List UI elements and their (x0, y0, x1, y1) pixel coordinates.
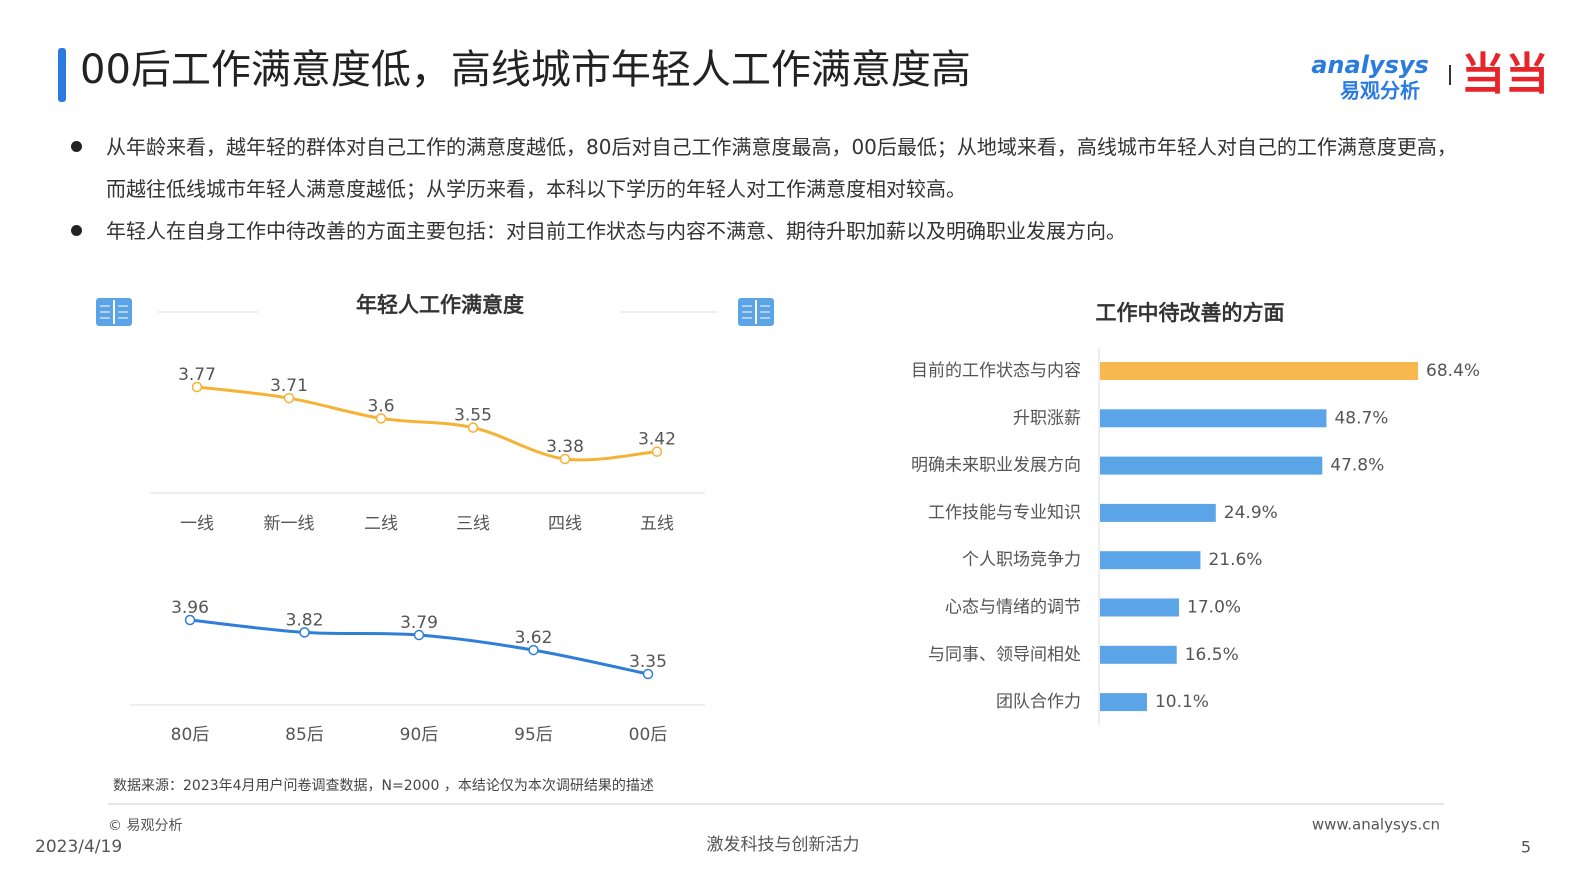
bar (1100, 645, 1177, 664)
data-label: 3.79 (400, 613, 438, 633)
x-tick-label: 95后 (514, 725, 553, 745)
logo-brand: analysys (1311, 51, 1429, 79)
point (413, 629, 425, 641)
data-label: 21.6% (1208, 550, 1262, 570)
book-icon (738, 298, 774, 326)
point (184, 614, 196, 626)
data-label: 10.1% (1155, 692, 1209, 712)
bar (1100, 551, 1201, 570)
site-url: www.analysys.cn (1312, 816, 1440, 834)
x-tick-label: 二线 (364, 514, 398, 534)
logo-partner: 当当 (1461, 49, 1549, 100)
point (375, 413, 387, 424)
bar (1100, 456, 1323, 475)
series-line (196, 385, 658, 462)
slogan: 激发科技与创新活力 (707, 835, 860, 855)
category-label: 团队合作力 (996, 692, 1081, 712)
page-number: 5 (1521, 838, 1531, 857)
date: 2023/4/19 (35, 837, 122, 857)
x-tick-label: 85后 (285, 725, 324, 745)
data-label: 3.35 (629, 652, 667, 672)
point (283, 392, 295, 404)
point (528, 644, 539, 656)
data-label: 3.71 (270, 376, 308, 396)
category-label: 与同事、领导间相处 (928, 645, 1081, 665)
x-tick-label: 一线 (180, 514, 214, 534)
data-label: 3.42 (638, 430, 676, 450)
data-label: 48.7% (1334, 408, 1388, 428)
data-label: 16.5% (1185, 645, 1239, 665)
x-tick-label: 80后 (171, 725, 210, 745)
data-label: 3.55 (454, 406, 492, 426)
category-label: 心态与情绪的调节 (945, 598, 1081, 618)
data-label: 3.77 (178, 365, 216, 385)
bar (1100, 693, 1147, 712)
data-label: 68.4% (1426, 361, 1480, 381)
data-label: 3.38 (546, 437, 584, 457)
x-tick-label: 四线 (548, 514, 582, 534)
title-accent (58, 48, 66, 102)
point (559, 453, 571, 465)
category-label: 明确未来职业发展方向 (911, 456, 1081, 476)
x-tick-label: 新一线 (264, 514, 315, 534)
data-label: 17.0% (1187, 598, 1241, 618)
bar (1100, 362, 1419, 380)
copyright: © 易观分析 (108, 818, 182, 834)
category-label: 目前的工作状态与内容 (911, 361, 1081, 381)
x-tick-label: 五线 (640, 514, 674, 534)
bullet-list: 从年龄来看，越年轻的群体对自己工作的满意度越低，80后对自己工作满意度最高，00… (70, 126, 1470, 252)
data-label: 3.96 (171, 598, 209, 618)
slide-title: 00后工作满意度低，高线城市年轻人工作满意度高 (80, 47, 971, 93)
point (299, 627, 310, 638)
source-note: 数据来源：2023年4月用户问卷调查数据，N=2000 ，本结论仅为本次调研结果… (113, 777, 654, 794)
category-label: 个人职场竞争力 (962, 550, 1081, 570)
bullet: 年轻人在自身工作中待改善的方面主要包括：对目前工作状态与内容不满意、期待升职加薪… (70, 210, 1470, 252)
data-label: 24.9% (1224, 503, 1278, 523)
x-tick-label: 00后 (629, 725, 668, 745)
bullet: 从年龄来看，越年轻的群体对自己工作的满意度越低，80后对自己工作满意度最高，00… (70, 126, 1470, 210)
chart-title: 工作中待改善的方面 (1096, 301, 1285, 325)
book-icon (96, 298, 132, 326)
data-label: 3.82 (286, 610, 324, 630)
bar (1100, 503, 1216, 522)
point (467, 422, 479, 433)
point (642, 668, 654, 680)
data-label: 3.62 (515, 628, 553, 648)
category-label: 升职涨薪 (1013, 408, 1081, 428)
data-label: 47.8% (1330, 456, 1384, 476)
point (651, 446, 663, 457)
x-tick-label: 90后 (400, 725, 439, 745)
bar (1100, 409, 1327, 428)
x-tick-label: 三线 (456, 514, 490, 534)
point (191, 381, 203, 393)
category-label: 工作技能与专业知识 (928, 503, 1081, 523)
chart-title: 年轻人工作满意度 (356, 293, 524, 317)
data-label: 3.6 (367, 396, 394, 416)
logo-brand-cn: 易观分析 (1340, 79, 1420, 103)
bar (1100, 598, 1180, 617)
